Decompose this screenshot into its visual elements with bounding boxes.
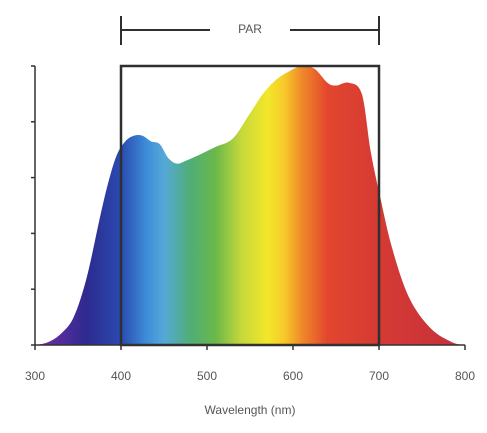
x-axis-tick-label: 400 <box>111 369 131 383</box>
spectrum-area <box>35 65 465 346</box>
x-axis-tick-label: 800 <box>455 369 475 383</box>
par-label: PAR <box>238 22 262 36</box>
par-bracket: PAR <box>120 16 380 45</box>
x-axis-tick-label: 700 <box>369 369 389 383</box>
x-axis-tick-label: 500 <box>197 369 217 383</box>
x-axis-ticks <box>34 345 466 350</box>
x-axis-tick-label: 600 <box>283 369 303 383</box>
x-axis-title: Wavelength (nm) <box>205 403 296 417</box>
x-axis-tick-label: 300 <box>25 369 45 383</box>
x-axis-tick-labels: 300 400 500 600 700 800 <box>25 369 475 383</box>
